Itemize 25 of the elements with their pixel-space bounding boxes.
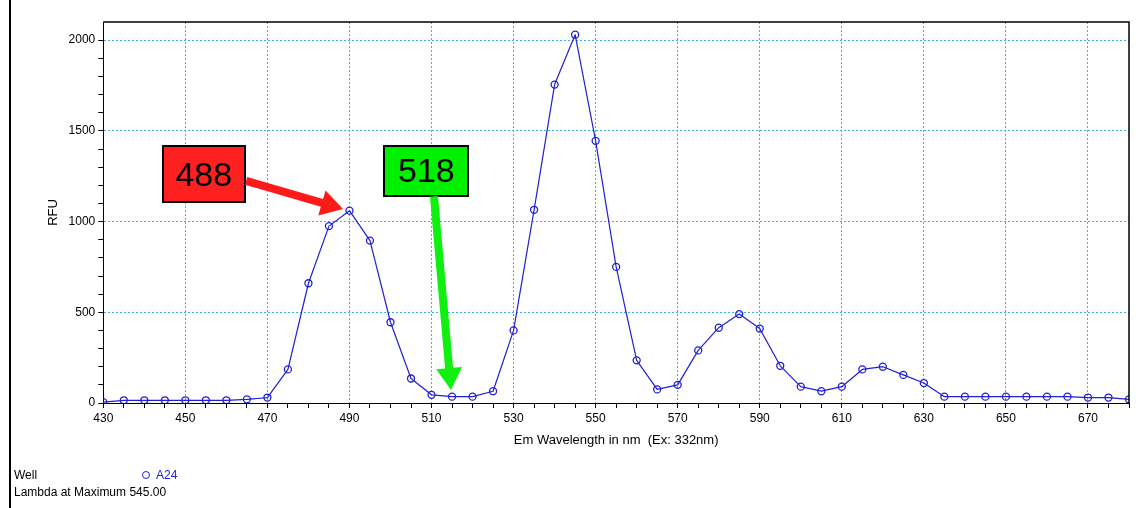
y-tick-label: 500 bbox=[75, 304, 96, 319]
x-tick-label: 670 bbox=[1077, 410, 1099, 425]
x-tick-label: 550 bbox=[585, 410, 606, 425]
x-tick-label: 430 bbox=[93, 410, 114, 425]
x-tick-label: 610 bbox=[831, 410, 853, 425]
y-tick-label: 1500 bbox=[68, 123, 96, 138]
legend-title: Well bbox=[14, 467, 39, 484]
x-tick-label: 510 bbox=[421, 410, 442, 425]
x-tick-label: 470 bbox=[257, 410, 278, 425]
x-tick-label: 630 bbox=[913, 410, 935, 425]
y-tick-label: 0 bbox=[88, 395, 96, 410]
annotation: 518 bbox=[383, 144, 470, 197]
annotation: 488 bbox=[161, 145, 246, 204]
x-tick-label: 450 bbox=[175, 410, 196, 425]
x-tick-label: 570 bbox=[667, 410, 689, 425]
y-axis-title: RFU bbox=[45, 199, 61, 226]
y-tick-label: 1000 bbox=[68, 213, 96, 228]
x-tick-label: 650 bbox=[995, 410, 1017, 425]
x-tick-label: 590 bbox=[749, 410, 771, 425]
legend-label: A24 bbox=[156, 467, 178, 484]
text: Lambda at Maximum 545.00 bbox=[14, 485, 167, 499]
x-tick-label: 530 bbox=[503, 410, 524, 425]
x-axis-title: Em Wavelength in nm (Ex: 332nm) bbox=[513, 431, 719, 447]
y-tick-label: 2000 bbox=[68, 32, 96, 47]
x-tick-label: 490 bbox=[339, 410, 360, 425]
